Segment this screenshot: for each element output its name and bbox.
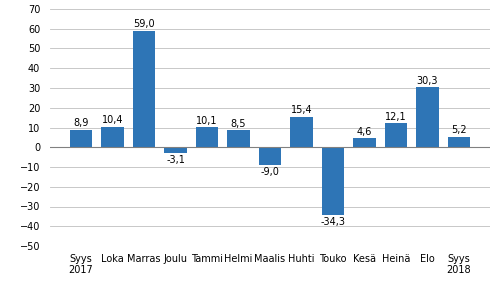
- Text: 10,4: 10,4: [102, 115, 124, 125]
- Text: -34,3: -34,3: [320, 217, 345, 226]
- Text: 30,3: 30,3: [416, 76, 438, 86]
- Text: 12,1: 12,1: [385, 112, 407, 122]
- Text: 15,4: 15,4: [290, 105, 312, 115]
- Bar: [196, 127, 218, 147]
- Bar: [164, 147, 186, 153]
- Bar: [354, 138, 376, 147]
- Text: 59,0: 59,0: [133, 19, 155, 29]
- Bar: [102, 127, 124, 147]
- Bar: [228, 130, 250, 147]
- Bar: [385, 123, 407, 147]
- Text: -9,0: -9,0: [260, 167, 280, 177]
- Bar: [70, 130, 92, 147]
- Bar: [290, 117, 312, 147]
- Bar: [133, 31, 155, 147]
- Text: 4,6: 4,6: [357, 127, 372, 136]
- Text: 10,1: 10,1: [196, 116, 218, 126]
- Bar: [448, 137, 470, 147]
- Text: 8,5: 8,5: [231, 119, 246, 129]
- Bar: [322, 147, 344, 215]
- Text: 8,9: 8,9: [74, 118, 88, 128]
- Text: -3,1: -3,1: [166, 155, 185, 165]
- Bar: [416, 87, 438, 147]
- Bar: [259, 147, 281, 165]
- Text: 5,2: 5,2: [451, 125, 467, 135]
